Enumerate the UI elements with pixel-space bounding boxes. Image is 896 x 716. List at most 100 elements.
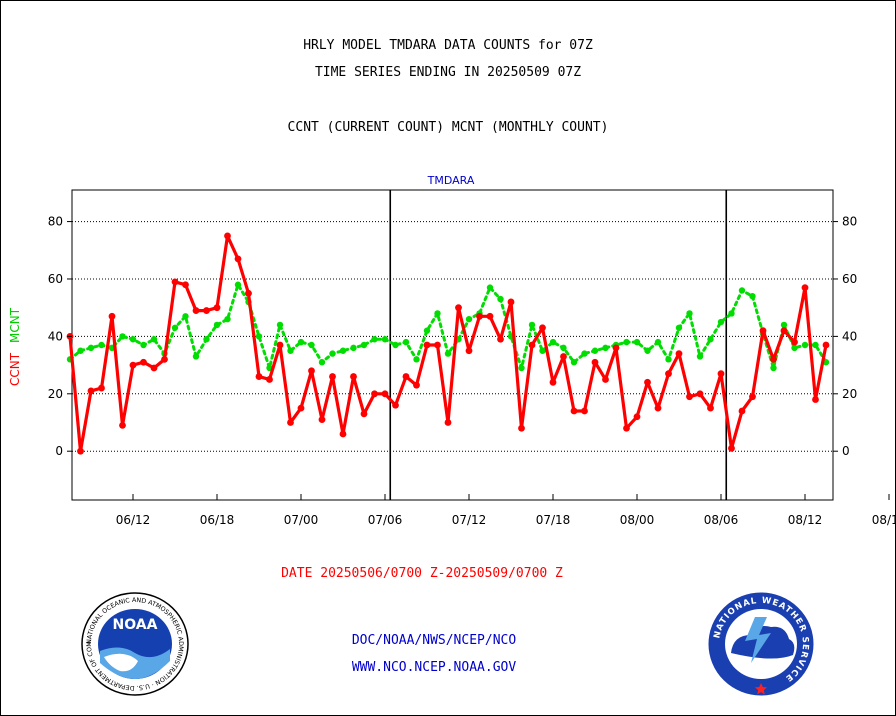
ccnt-point [98,384,105,392]
x-tick-label: 07/00 [284,513,319,527]
ccnt-point [801,284,809,291]
mcnt-point [350,344,357,352]
x-tick-label: 06/12 [116,513,151,527]
ccnt-point [602,376,609,383]
mcnt-point [297,338,305,346]
y-label-ccnt: CCNT [8,352,22,386]
mcnt-point [665,356,672,363]
x-tick-label: 07/12 [452,513,487,527]
mcnt-point [518,364,525,372]
mcnt-point [98,341,105,349]
mcnt-point [276,321,284,329]
ccnt-point [486,312,494,320]
ccnt-point [234,255,242,263]
mcnt-point [686,310,693,317]
ccnt-point [329,373,336,380]
day-separators [389,190,728,500]
ccnt-point [644,378,651,386]
ccnt-point [791,338,798,346]
mcnt-point [339,347,347,354]
ccnt-point [108,312,116,320]
mcnt-point [213,321,221,329]
ccnt-point [539,324,546,332]
ccnt-point [591,358,599,366]
ccnt-point [245,289,252,297]
ccnt-point [476,312,483,320]
ccnt-point [360,410,368,418]
mcnt-point [812,341,819,349]
mcnt-point [770,364,777,372]
org-link[interactable]: DOC/NOAA/NWS/NCEP/NCO [351,633,517,648]
y-tick-label-right: 20 [842,387,857,401]
x-tick-label: 08/00 [620,513,655,527]
y-tick-label-left: 20 [48,387,63,401]
mcnt-point [413,356,420,363]
ccnt-point [413,381,420,389]
mcnt-point [560,344,567,352]
mcnt-point [623,338,630,346]
ccnt-point [465,347,473,355]
x-tick-label: 08/06 [704,513,739,527]
ccnt-point [696,390,704,398]
mcnt-point [549,338,557,346]
ccnt-point [444,419,452,426]
ccnt-point [297,404,305,412]
page-subtitle: TIME SERIES ENDING IN 20250509 07Z [314,65,582,80]
nws-logo: NATIONAL WEATHER SERVICE [708,592,814,696]
mcnt-point [791,344,798,352]
y-tick-label-left: 80 [48,215,63,229]
ccnt-point [87,387,95,395]
mcnt-point [465,315,473,323]
mcnt-point [581,350,588,357]
ccnt-point [728,444,735,452]
ccnt-point [581,407,588,415]
mcnt-point [119,333,126,340]
ccnt-point [497,335,504,343]
mcnt-point [360,341,368,349]
ccnt-point [455,304,462,312]
ccnt-point [140,358,147,366]
ccnt-point [570,407,578,415]
mcnt-point [434,310,441,317]
y-tick-label-right: 40 [842,329,857,343]
mcnt-point [528,321,536,329]
mcnt-point [602,344,609,352]
x-tick-label: 08/12 [788,513,823,527]
ccnt-point [738,407,746,415]
ccnt-point [255,373,263,380]
grid-lines [72,221,833,452]
mcnt-point [329,350,336,357]
mcnt-point [591,347,599,354]
ccnt-point [822,341,830,349]
date-range: DATE 20250506/0700 Z-20250509/0700 Z [281,566,563,581]
mcnt-point [308,341,315,349]
mcnt-point [717,318,725,326]
mcnt-point [203,336,210,343]
ccnt-point [339,430,347,438]
website-link[interactable]: WWW.NCO.NCEP.NOAA.GOV [351,660,517,675]
star-icon [754,683,768,695]
mcnt-point [444,350,452,357]
mcnt-point [539,347,546,354]
ccnt-point [192,307,200,314]
ccnt-point [560,353,567,360]
ccnt-point [119,421,126,429]
page-title: HRLY MODEL TMDARA DATA COUNTS for 07Z [303,38,593,53]
mcnt-point [150,336,158,343]
ccnt-point [182,281,189,289]
y-tick-label-right: 60 [842,272,857,286]
ccnt-point [518,424,525,432]
mcnt-point [654,338,662,346]
ccnt-point [770,355,777,363]
mcnt-point [570,359,578,366]
ccnt-point [161,355,168,363]
ccnt-point [381,390,389,398]
y-tick-label-left: 60 [48,272,63,286]
ccnt-point [434,341,441,349]
mcnt-point [780,321,788,329]
ccnt-point [350,373,357,380]
mcnt-point [140,341,147,349]
mcnt-point [381,336,389,343]
ccnt-point [717,370,725,378]
series-description: CCNT (CURRENT COUNT) MCNT (MONTHLY COUNT… [287,120,609,135]
